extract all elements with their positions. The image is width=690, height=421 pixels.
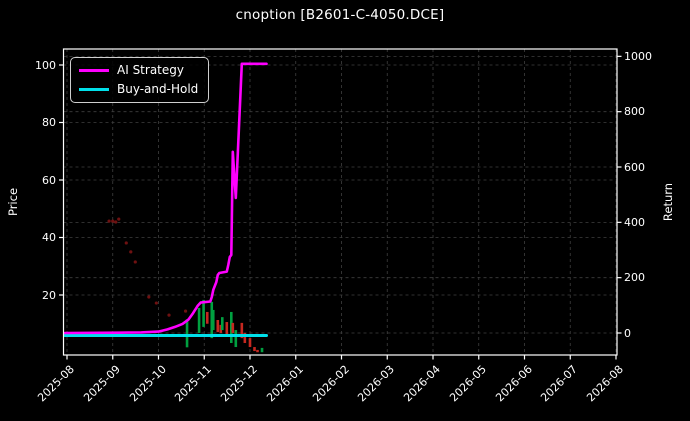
plot-area <box>63 49 617 355</box>
legend: AI Strategy Buy-and-Hold <box>70 57 210 103</box>
y-tick-label-right: 0 <box>624 326 631 340</box>
signal-dot <box>107 219 111 223</box>
y-tick-label-left: 100 <box>35 58 56 72</box>
y-tick-label-left: 60 <box>42 173 56 187</box>
y-tick-label-right: 600 <box>624 160 645 174</box>
y-tick-label-right: 200 <box>624 271 645 285</box>
legend-item-ai-strategy: AI Strategy <box>79 63 198 77</box>
y-tick-label-left: 80 <box>42 116 56 129</box>
chart-title: cnoption [B2601-C-4050.DCE] <box>235 7 445 23</box>
signal-dot <box>133 260 137 264</box>
legend-label-buy-and-hold: Buy-and-Hold <box>117 82 199 96</box>
signal-dot <box>183 309 188 313</box>
signal-dot <box>114 220 118 224</box>
signal-dot <box>124 241 128 245</box>
y-tick-label-right: 1000 <box>624 49 652 63</box>
signal-dot <box>167 313 171 317</box>
y-tick-label-left: 20 <box>42 288 56 302</box>
y-tick-label-right: 400 <box>624 215 645 229</box>
ai-strategy-line-swatch <box>79 68 109 72</box>
legend-item-buy-and-hold: Buy-and-Hold <box>79 82 198 96</box>
signal-dot <box>111 219 115 223</box>
plot-border <box>62 48 618 356</box>
legend-label-ai-strategy: AI Strategy <box>117 63 184 77</box>
buy-and-hold-line-swatch <box>79 87 109 91</box>
signal-dot <box>129 250 133 254</box>
y-tick-label-left: 40 <box>42 231 56 244</box>
y-tick-label-right: 800 <box>624 105 645 119</box>
signal-dot <box>154 301 158 305</box>
ai-strategy-line <box>63 62 268 335</box>
signal-dot <box>117 217 121 221</box>
signal-dot <box>147 295 151 299</box>
